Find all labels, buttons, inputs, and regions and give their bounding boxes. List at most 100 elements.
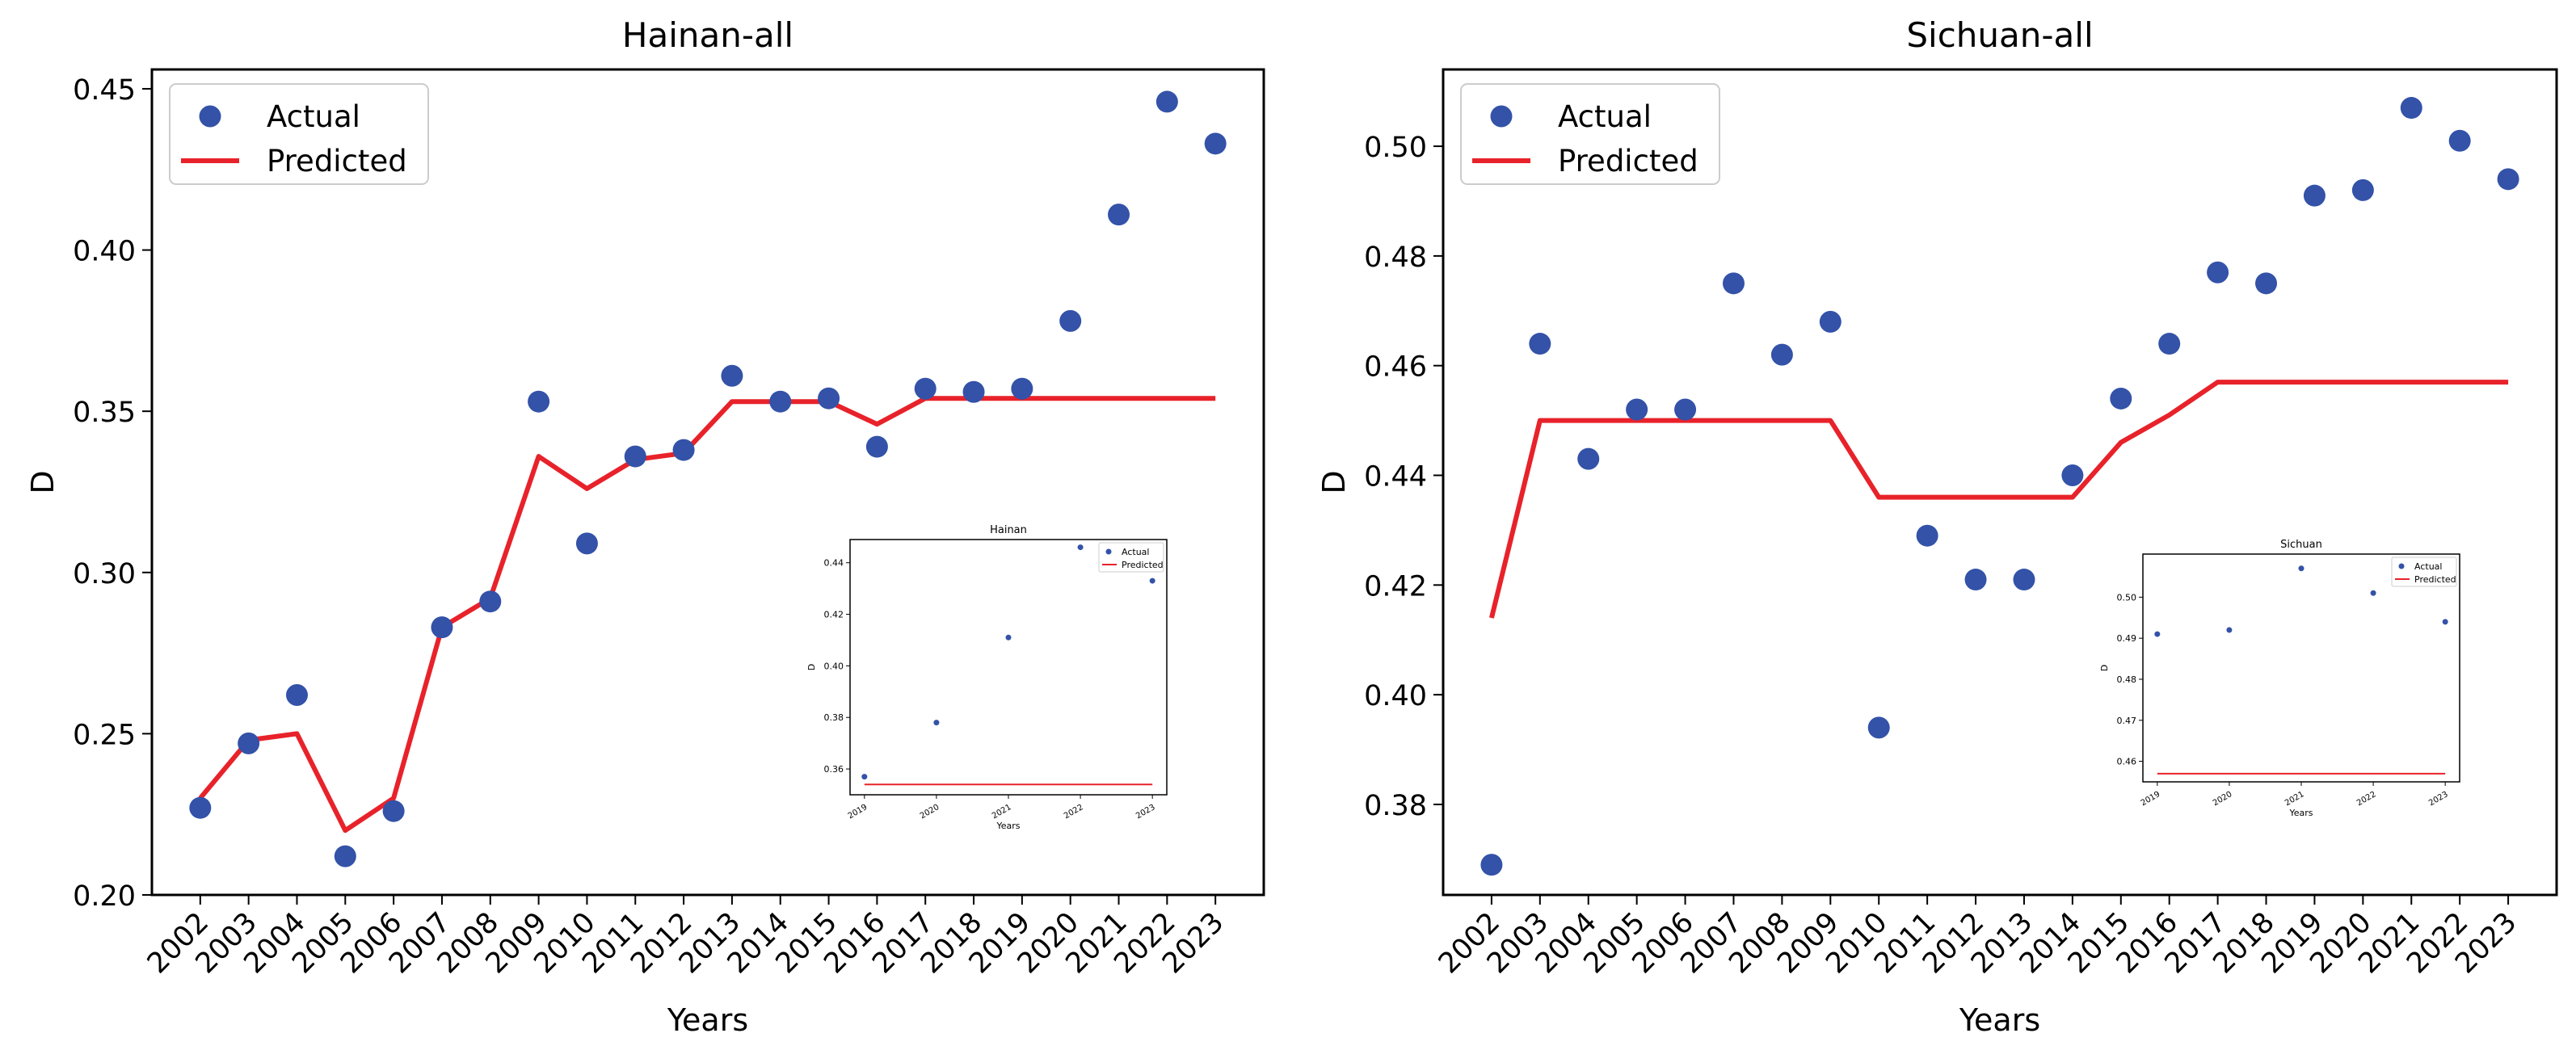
actual-point [1204, 132, 1227, 155]
legend-predicted-label: Predicted [1558, 144, 1698, 178]
axes-frame [150, 68, 1265, 897]
inset-legend: Actual Predicted [2391, 556, 2457, 587]
y-tick-label: 0.45 [73, 74, 136, 107]
inset-y-tick-label: 0.46 [2117, 757, 2137, 767]
actual-point [1916, 524, 1938, 547]
inset-y-tick-label: 0.44 [824, 558, 844, 569]
actual-point [2061, 464, 2084, 487]
inset-legend-actual-marker [2398, 563, 2405, 569]
inset-legend-actual-label: Actual [2414, 561, 2442, 572]
actual-point [2110, 387, 2132, 410]
actual-point [2497, 168, 2519, 191]
actual-point [2400, 97, 2422, 120]
hainan-title: Hainan-all [622, 15, 793, 55]
inset-actual-point [2370, 590, 2376, 596]
y-tick-label: 0.30 [73, 558, 136, 590]
inset-legend-predicted-label: Predicted [1122, 560, 1164, 570]
y-tick-label: 0.40 [1364, 680, 1427, 712]
legend-predicted-label: Predicted [267, 144, 407, 178]
inset-actual-point [2226, 627, 2233, 633]
inset-frame [849, 539, 1168, 796]
inset-actual-point [933, 720, 940, 726]
actual-point [479, 590, 502, 613]
actual-point [769, 390, 792, 413]
y-axis-label: D [25, 470, 61, 494]
inset-actual-point [1005, 634, 1012, 640]
inset-y-tick-label: 0.40 [824, 661, 844, 671]
predicted-series-line [198, 396, 1216, 834]
actual-point [1059, 309, 1082, 332]
x-axis-label: Years [1959, 1002, 2040, 1038]
actual-point [1722, 272, 1745, 295]
actual-point [721, 364, 743, 387]
actual-point [1480, 854, 1503, 876]
inset-actual-point [861, 774, 868, 780]
inset-actual-point [2154, 631, 2161, 637]
inset-frame [2142, 553, 2460, 783]
actual-point [865, 435, 888, 458]
legend: Actual Predicted [1460, 83, 1720, 185]
actual-point [672, 439, 695, 461]
x-axis-label: Years [667, 1002, 748, 1038]
inset-y-tick-label: 0.42 [824, 610, 844, 620]
inset-legend: Actual Predicted [1098, 542, 1164, 573]
actual-point [1577, 447, 1600, 470]
inset-x-axis-label: Years [995, 821, 1020, 831]
y-tick-label: 0.35 [73, 397, 136, 429]
axes-frame [1442, 68, 2558, 897]
actual-point [1155, 90, 1178, 113]
inset-legend-actual-label: Actual [1122, 547, 1149, 557]
y-tick-label: 0.38 [1364, 790, 1427, 822]
inset-actual-point [1077, 544, 1084, 551]
legend-actual-label: Actual [267, 99, 360, 134]
inset-actual-point [2298, 565, 2305, 572]
inset-title: Hainan [990, 524, 1027, 536]
actual-point [1770, 343, 1793, 366]
actual-point [2158, 333, 2181, 355]
actual-point [1108, 204, 1130, 226]
y-tick-label: 0.50 [1364, 132, 1427, 164]
inset-y-tick-label: 0.50 [2117, 592, 2137, 603]
actual-point [818, 387, 840, 410]
y-tick-label: 0.40 [73, 236, 136, 268]
y-tick-label: 0.46 [1364, 351, 1427, 384]
y-tick-label: 0.25 [73, 719, 136, 751]
sichuan-chart: Sichuan-all0.380.400.420.440.460.480.502… [1316, 15, 2558, 1038]
actual-point [2351, 178, 2374, 201]
legend-actual-marker [1490, 105, 1513, 128]
actual-point [285, 683, 308, 706]
actual-point [914, 377, 937, 400]
y-axis-label: D [1316, 470, 1352, 494]
actual-point [1674, 398, 1697, 421]
inset-legend-predicted-label: Predicted [2414, 574, 2456, 585]
actual-point [1626, 398, 1648, 421]
actual-point [1819, 310, 1842, 333]
inset-actual-point [2442, 619, 2448, 625]
actual-point [238, 732, 260, 754]
actual-point [1964, 569, 1987, 591]
inset-y-tick-label: 0.48 [2117, 674, 2137, 685]
inset-y-tick-label: 0.36 [824, 764, 844, 775]
inset-y-tick-label: 0.47 [2117, 716, 2137, 726]
inset-actual-point [1149, 578, 1155, 584]
actual-point [1011, 377, 1033, 400]
y-tick-label: 0.20 [73, 880, 136, 913]
inset-y-tick-label: 0.38 [824, 712, 844, 723]
inset-title: Sichuan [2280, 539, 2322, 551]
y-tick-label: 0.42 [1364, 570, 1427, 603]
legend-actual-marker [199, 105, 221, 128]
inset-y-tick-label: 0.49 [2117, 633, 2137, 644]
actual-point [2013, 569, 2035, 591]
actual-point [2303, 184, 2326, 207]
actual-point [431, 616, 453, 639]
legend-actual-label: Actual [1558, 99, 1652, 134]
legend: Actual Predicted [169, 83, 429, 185]
actual-point [189, 796, 212, 819]
actual-point [334, 845, 356, 867]
inset-y-axis-label: D [806, 664, 817, 670]
actual-point [2255, 272, 2278, 295]
inset-legend-actual-marker [1105, 548, 1112, 555]
